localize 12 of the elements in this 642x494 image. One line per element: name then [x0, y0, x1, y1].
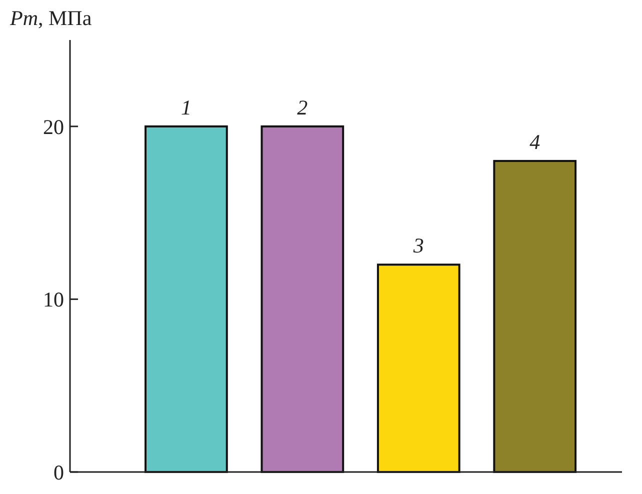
- bar: [376, 264, 460, 473]
- bar: [493, 160, 577, 473]
- y-axis-title: Pm, МПа: [9, 6, 92, 30]
- x-tick-label: 4: [530, 130, 541, 154]
- y-tick-label: 20: [43, 114, 64, 139]
- y-tick-label: 0: [54, 460, 64, 484]
- x-tick-label: 1: [180, 95, 192, 120]
- x-tick-label: 3: [412, 234, 424, 258]
- bar: [260, 125, 344, 473]
- y-tick-label: 10: [43, 288, 64, 312]
- x-tick-label: 2: [297, 95, 308, 120]
- bar: [144, 125, 228, 473]
